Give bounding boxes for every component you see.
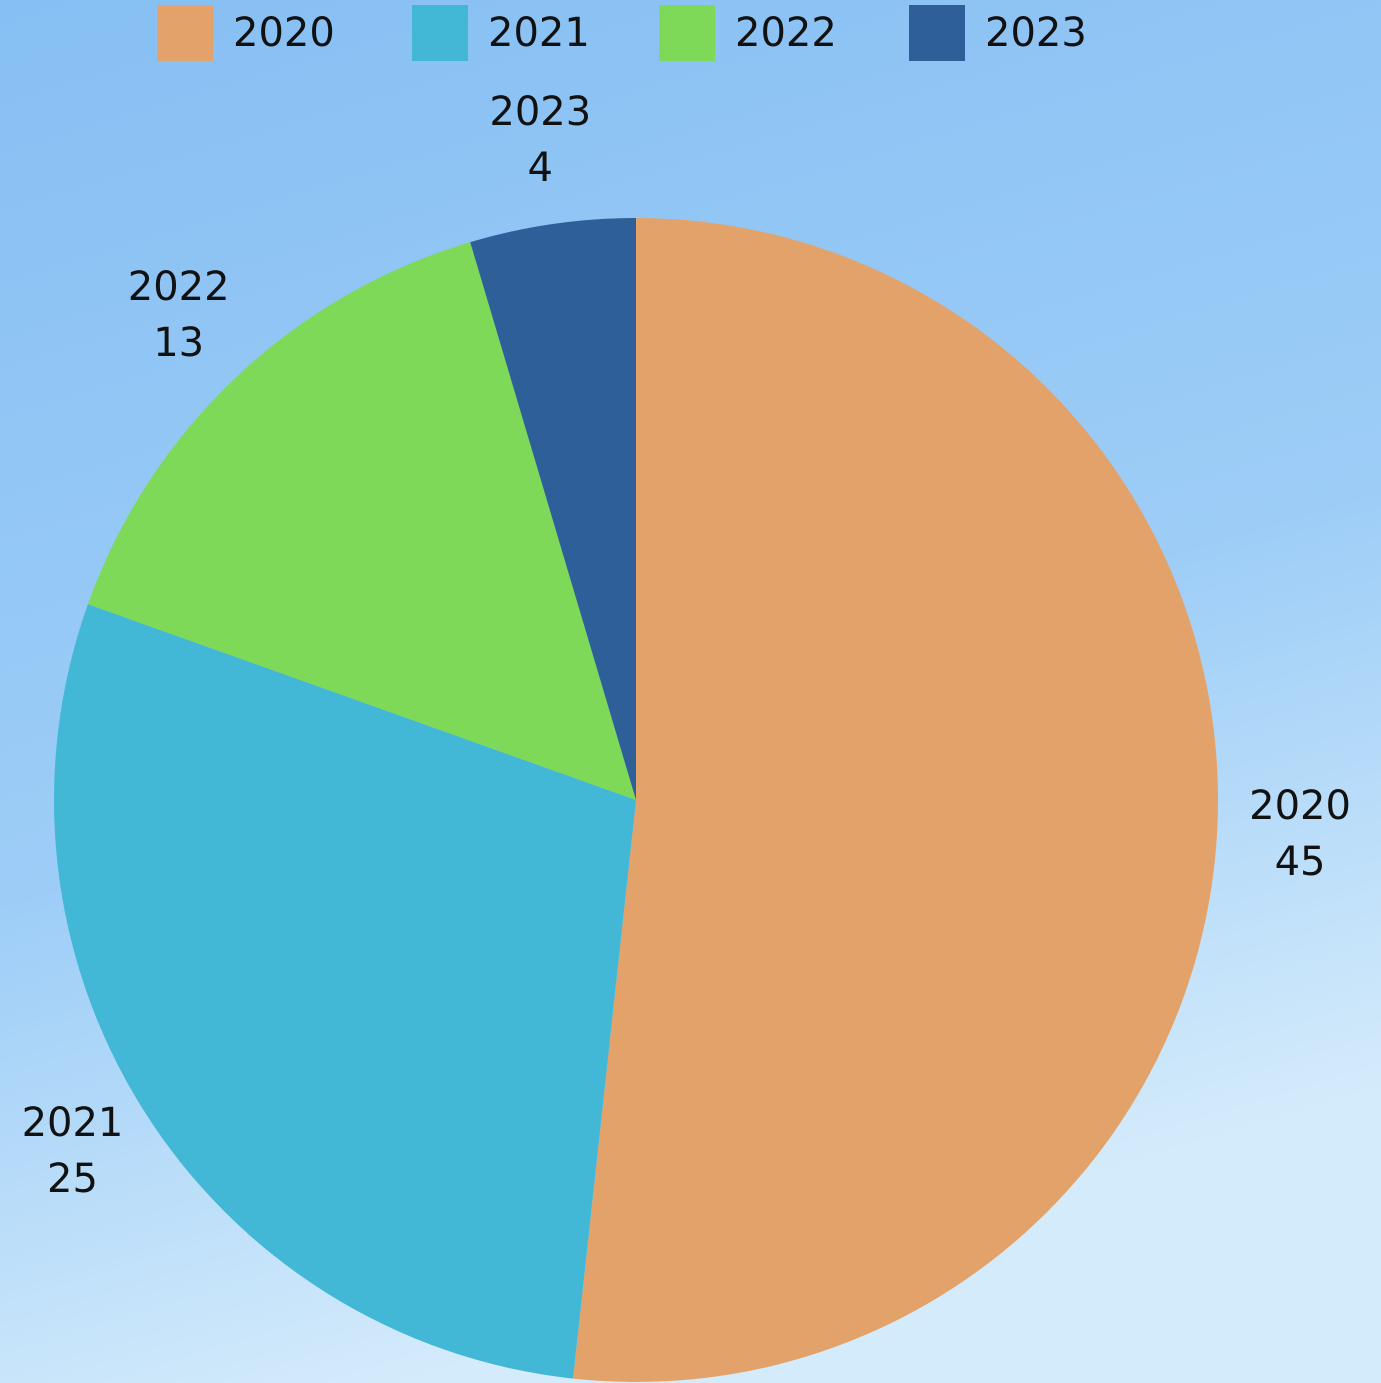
legend-swatch [157,5,213,61]
legend-swatch [412,5,468,61]
slice-value-label: 25 [47,1156,98,1202]
legend-label: 2020 [233,10,335,56]
slice-category-label: 2023 [489,89,591,135]
legend-label: 2021 [488,10,590,56]
slice-value-label: 4 [528,145,553,191]
legend-label: 2022 [735,10,837,56]
slice-value-label: 13 [153,320,204,366]
pie-slice [87,242,636,801]
pie-slice [470,218,636,800]
legend-label: 2023 [985,10,1087,56]
legend-swatch [659,5,715,61]
pie-slice [573,218,1219,1382]
slice-category-label: 2021 [22,1100,124,1146]
slice-category-label: 2020 [1249,783,1351,829]
slice-value-label: 45 [1275,839,1326,885]
slice-category-label: 2022 [128,264,230,310]
legend-swatch [909,5,965,61]
pie-slice [53,604,637,1379]
